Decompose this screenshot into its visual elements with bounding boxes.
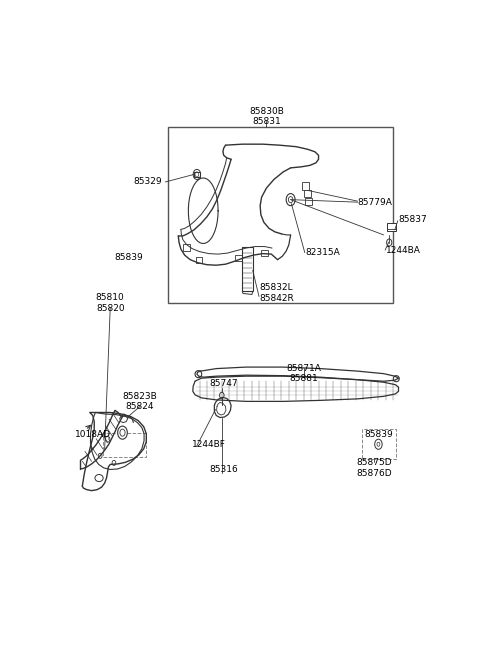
Text: 85830B
85831: 85830B 85831 — [249, 107, 284, 126]
Circle shape — [193, 170, 201, 179]
Bar — [242, 247, 252, 291]
Bar — [183, 244, 190, 251]
Text: 85823B
85824: 85823B 85824 — [122, 392, 157, 411]
Bar — [305, 198, 312, 204]
Circle shape — [286, 194, 295, 206]
Bar — [196, 257, 203, 263]
Circle shape — [118, 426, 127, 440]
Circle shape — [386, 239, 392, 246]
Bar — [387, 223, 396, 231]
Text: 85837: 85837 — [398, 215, 427, 224]
Circle shape — [375, 440, 382, 449]
Text: 1244BF: 1244BF — [192, 440, 226, 449]
Text: 1244BA: 1244BA — [385, 246, 420, 255]
Ellipse shape — [195, 371, 202, 378]
Text: 85832L
85842R: 85832L 85842R — [259, 283, 294, 303]
Circle shape — [219, 392, 224, 398]
Bar — [362, 429, 396, 459]
Text: 85329: 85329 — [133, 178, 162, 187]
Text: 85839: 85839 — [365, 430, 394, 439]
Bar — [168, 126, 393, 303]
Bar — [235, 255, 241, 261]
Text: 85871A
85881: 85871A 85881 — [286, 364, 321, 383]
Text: 82315A: 82315A — [305, 248, 340, 257]
Text: 85779A: 85779A — [358, 198, 393, 207]
Text: 85810
85820: 85810 85820 — [96, 293, 125, 312]
Text: 1018AD: 1018AD — [75, 430, 111, 439]
Bar — [103, 433, 145, 457]
Ellipse shape — [393, 376, 399, 382]
Text: 85747: 85747 — [209, 379, 238, 388]
Bar — [302, 183, 309, 189]
Circle shape — [106, 436, 110, 442]
Circle shape — [98, 453, 102, 458]
Ellipse shape — [95, 474, 103, 481]
Bar — [261, 250, 268, 256]
Text: 85316: 85316 — [209, 465, 238, 474]
Text: 85875D
85876D: 85875D 85876D — [357, 458, 392, 477]
Text: 85839: 85839 — [114, 253, 143, 262]
Circle shape — [112, 460, 116, 466]
Bar — [304, 190, 311, 197]
